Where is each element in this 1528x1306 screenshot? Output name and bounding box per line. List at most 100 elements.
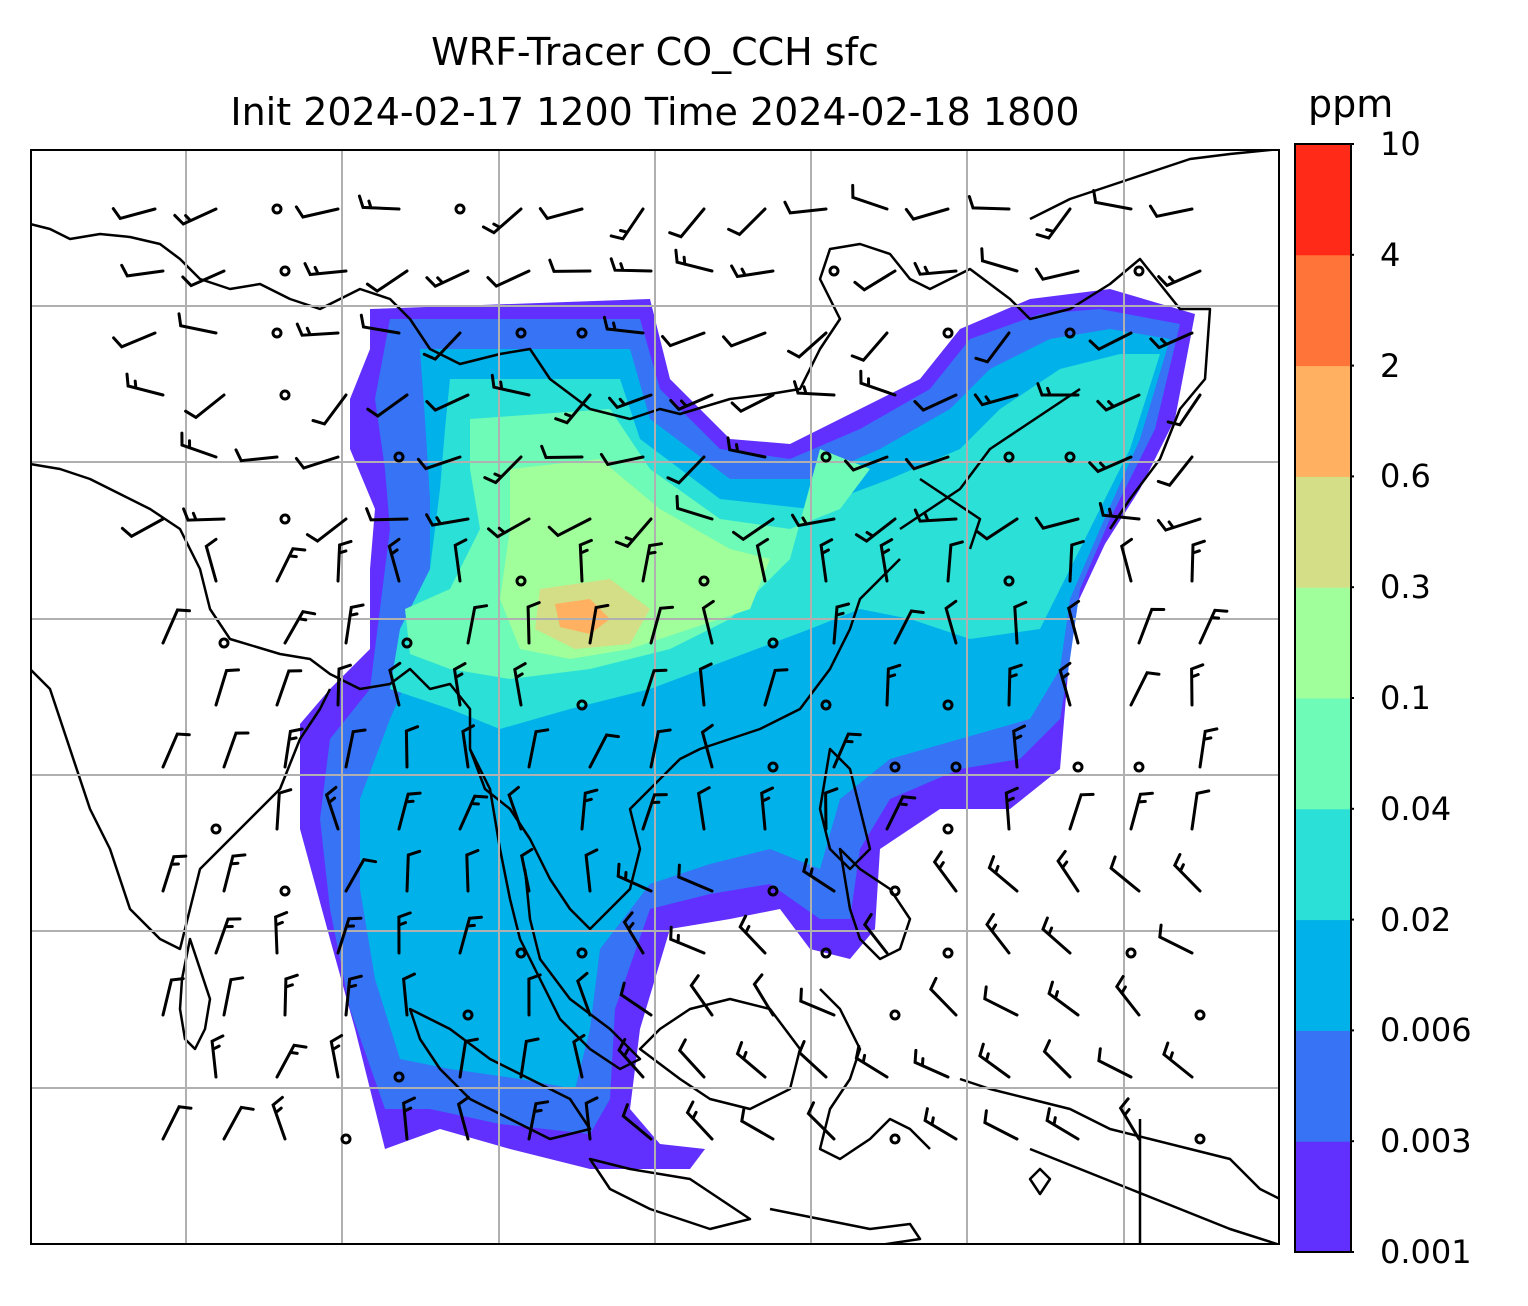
calm-wind-marker [1133,265,1145,277]
colorbar-tick-label: 0.02 [1380,900,1452,939]
calm-wind-marker [576,947,588,959]
calm-wind-marker [942,327,954,339]
wind-barb [210,1034,225,1079]
wind-barb [1096,393,1141,412]
wind-barb [540,444,584,460]
colorbar-segment [1295,365,1351,477]
wind-barb [689,974,714,1017]
wind-barb [548,258,592,273]
wind-barb [1068,540,1085,583]
wind-barb [944,599,958,645]
colorbar-tick-label: 0.001 [1380,1233,1472,1271]
wind-barb [602,315,645,335]
colorbar-tick-label: 2 [1380,346,1401,385]
calm-wind-marker [1125,947,1137,959]
wind-barb [458,794,489,831]
wind-barb [793,380,836,397]
wind-barb [1109,855,1141,893]
wind-barb [913,508,958,523]
calm-wind-marker [889,1133,901,1145]
colorbar-segment [1295,587,1351,699]
wind-barb [181,269,226,288]
wind-barb [913,1048,950,1079]
calm-wind-marker [1064,451,1076,463]
wind-barb [609,207,645,241]
colorbar-segments [1295,143,1354,1253]
wind-barb [978,1042,1011,1079]
wind-barb [1158,923,1194,955]
wind-barb [832,732,862,769]
wind-barb [608,393,653,410]
wind-barb [234,448,279,463]
chart-title-line-2: Init 2024-02-17 1200 Time 2024-02-18 180… [230,90,1080,134]
wind-barb [802,858,836,893]
wind-barb [726,436,767,459]
calm-wind-marker [889,885,901,897]
wind-barb [614,517,653,549]
colorbar-segment [1295,1141,1351,1253]
colorbar-segment [1295,808,1351,921]
wind-barb [111,207,157,221]
wind-barb [359,313,401,335]
wind-barb [387,537,401,583]
wind-barb [1034,516,1080,530]
wind-barb [365,507,409,522]
wind-barb [791,513,836,528]
wind-barb [621,1103,653,1141]
wind-barb [850,331,889,362]
wind-barb [1098,502,1141,521]
calm-wind-marker [1003,451,1015,463]
calm-wind-marker [767,885,779,897]
calm-wind-marker [576,327,588,339]
calm-wind-marker [393,1071,405,1083]
calm-wind-marker [942,823,954,835]
wind-barb [1047,980,1080,1017]
calm-wind-marker [889,761,901,773]
wind-barb [649,728,672,769]
wind-barb [365,269,409,293]
wind-barb [1068,792,1095,831]
wind-barb [661,331,706,348]
wind-barb [932,850,958,893]
wind-barb [580,788,599,831]
wind-barb [722,331,767,348]
calm-wind-marker [271,203,283,215]
wind-barb [862,913,889,955]
calm-wind-marker [1194,1009,1206,1021]
wind-barb [336,539,353,583]
colorbar-frame [1294,143,1352,1253]
wind-barb [294,205,340,219]
colorbar-segment [1295,476,1351,588]
wind-barb [669,925,706,955]
wind-barb [797,1040,828,1079]
wind-barb [893,609,925,645]
calm-wind-marker [1064,327,1076,339]
colorbar-tick-label: 0.006 [1380,1011,1472,1050]
wind-barb [588,733,620,769]
wind-barb [1190,789,1211,831]
wind-barb [461,724,475,769]
wind-barb [584,848,599,893]
wind-barb [222,1105,255,1141]
wind-barb [740,1107,775,1141]
wind-barb [120,263,165,278]
wind-barb [853,269,897,292]
wind-barb [271,1095,287,1141]
wind-barb [1162,1041,1194,1079]
wind-barb [983,1109,1019,1141]
wind-barb [859,369,897,397]
wind-barb [526,601,541,645]
wind-barb [519,1037,540,1079]
wind-barb [1042,1039,1072,1079]
wind-barb [520,847,534,893]
wind-barb [120,517,165,539]
wind-barb [674,248,714,273]
calm-wind-marker [942,947,954,959]
wind-barb [1041,916,1072,955]
wind-barb [1118,1097,1141,1141]
wind-barb [204,537,218,583]
wind-barb [1129,671,1161,707]
wind-barb [161,608,191,645]
wind-barb [177,312,218,335]
colorbar-tick-label: 0.003 [1380,1122,1472,1161]
